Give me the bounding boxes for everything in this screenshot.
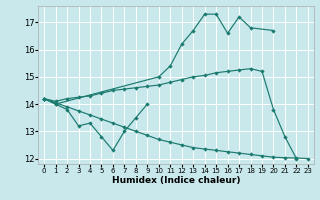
X-axis label: Humidex (Indice chaleur): Humidex (Indice chaleur): [112, 176, 240, 185]
